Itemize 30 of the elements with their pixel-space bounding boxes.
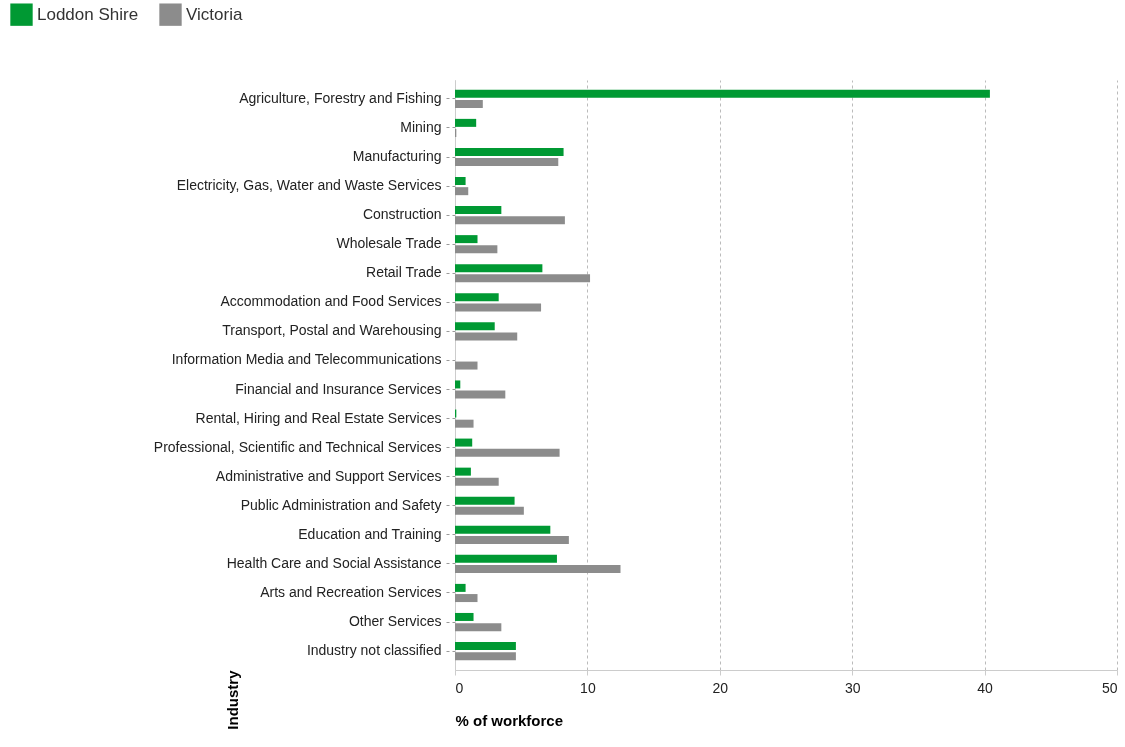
y-tick-label: Retail Trade xyxy=(366,264,442,281)
x-tick-label: 30 xyxy=(844,679,861,696)
x-tick-label: 10 xyxy=(580,679,596,696)
legend-label: Loddon Shire xyxy=(37,4,139,24)
y-tick-label: Health Care and Social Assistance xyxy=(226,554,442,571)
y-axis-title: Industry xyxy=(223,669,241,730)
y-tick-label: Electricity, Gas, Water and Waste Services xyxy=(176,177,442,194)
y-tick-label: Mining xyxy=(400,118,442,135)
y-tick-label: Arts and Recreation Services xyxy=(260,583,442,600)
y-tick-label: Industry not classified xyxy=(306,642,442,659)
y-tick-label: Transport, Postal and Warehousing xyxy=(222,322,442,339)
legend-label: Victoria xyxy=(186,4,243,24)
y-tick-label: Rental, Hiring and Real Estate Services xyxy=(195,409,442,426)
x-tick-label: 20 xyxy=(712,679,729,696)
x-tick-label: 0 xyxy=(455,679,464,696)
x-tick-label: 40 xyxy=(977,679,994,696)
y-tick-label: Manufacturing xyxy=(352,148,442,165)
y-tick-label: Agriculture, Forestry and Fishing xyxy=(239,89,442,106)
x-axis-title: % of workforce xyxy=(455,711,564,729)
y-tick-label: Education and Training xyxy=(298,525,442,542)
y-tick-label: Accommodation and Food Services xyxy=(220,293,442,310)
y-tick-label: Other Services xyxy=(348,613,442,630)
y-tick-label: Construction xyxy=(362,206,442,223)
y-tick-label: Professional, Scientific and Technical Services xyxy=(153,438,442,455)
y-tick-label: Administrative and Support Services xyxy=(215,467,442,484)
y-tick-label: Wholesale Trade xyxy=(336,235,442,252)
y-tick-label: Information Media and Telecommunications xyxy=(171,351,442,368)
y-tick-label: Financial and Insurance Services xyxy=(235,380,442,397)
y-tick-label: Public Administration and Safety xyxy=(240,496,442,513)
x-tick-label: 50 xyxy=(1101,679,1118,696)
